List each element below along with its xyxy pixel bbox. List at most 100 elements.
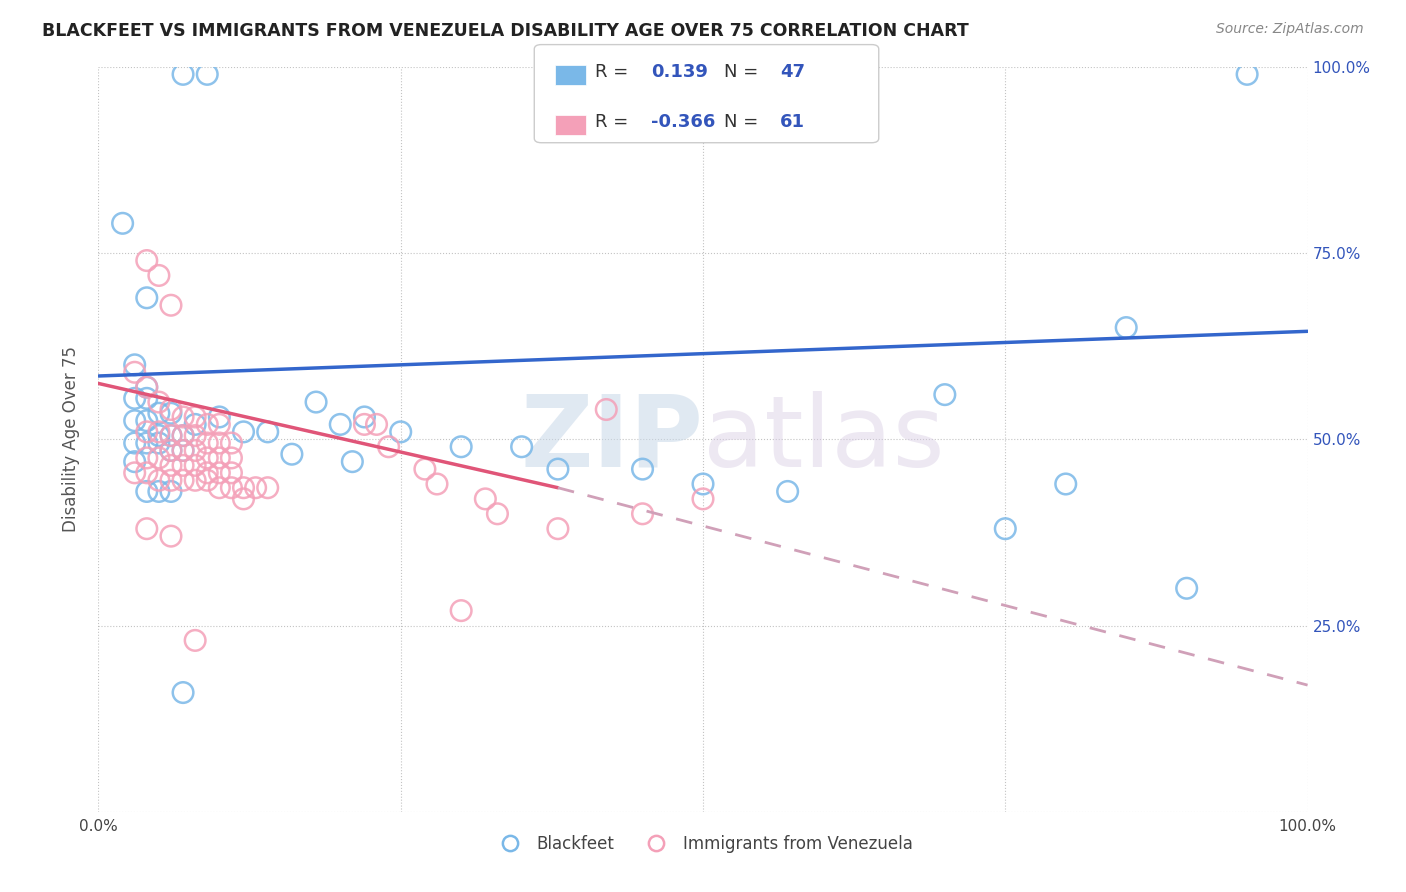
Point	[135, 425, 157, 439]
Point	[232, 425, 254, 439]
Text: -0.366: -0.366	[651, 113, 716, 131]
Point	[631, 462, 654, 476]
Point	[148, 395, 170, 409]
Point	[450, 440, 472, 454]
Point	[221, 436, 243, 450]
Point	[1236, 67, 1258, 81]
Point	[160, 458, 183, 473]
Point	[413, 462, 436, 476]
Point	[148, 473, 170, 487]
Point	[281, 447, 304, 461]
Point	[208, 417, 231, 432]
Point	[148, 406, 170, 420]
Point	[994, 522, 1017, 536]
Point	[135, 414, 157, 428]
Legend: Blackfeet, Immigrants from Venezuela: Blackfeet, Immigrants from Venezuela	[486, 828, 920, 859]
Point	[135, 380, 157, 394]
Point	[208, 481, 231, 495]
Point	[135, 450, 157, 465]
Point	[172, 428, 194, 442]
Point	[208, 436, 231, 450]
Point	[160, 402, 183, 417]
Point	[1115, 320, 1137, 334]
Point	[195, 450, 218, 465]
Point	[547, 522, 569, 536]
Point	[160, 529, 183, 543]
Point	[160, 473, 183, 487]
Point	[148, 436, 170, 450]
Point	[135, 380, 157, 394]
Point	[450, 604, 472, 618]
Point	[342, 455, 364, 469]
Point	[160, 443, 183, 458]
Point	[366, 417, 388, 432]
Point	[135, 436, 157, 450]
Point	[124, 414, 146, 428]
Point	[160, 484, 183, 499]
Point	[184, 417, 207, 432]
Point	[124, 436, 146, 450]
Point	[124, 392, 146, 406]
Point	[631, 507, 654, 521]
Point	[184, 473, 207, 487]
Point	[353, 409, 375, 424]
Point	[124, 365, 146, 379]
Point	[135, 291, 157, 305]
Point	[160, 428, 183, 442]
Point	[256, 425, 278, 439]
Text: N =: N =	[724, 113, 763, 131]
Point	[776, 484, 799, 499]
Point	[474, 491, 496, 506]
Point	[486, 507, 509, 521]
Point	[221, 481, 243, 495]
Point	[172, 409, 194, 424]
Text: N =: N =	[724, 63, 763, 81]
Point	[256, 481, 278, 495]
Point	[232, 491, 254, 506]
Point	[426, 477, 449, 491]
Point	[547, 462, 569, 476]
Point	[1175, 582, 1198, 596]
Point	[160, 428, 183, 442]
Text: 61: 61	[780, 113, 806, 131]
Point	[329, 417, 352, 432]
Point	[195, 466, 218, 480]
Point	[172, 443, 194, 458]
Point	[195, 67, 218, 81]
Point	[148, 450, 170, 465]
Point	[135, 484, 157, 499]
Point	[172, 428, 194, 442]
Point	[195, 436, 218, 450]
Point	[135, 392, 157, 406]
Point	[124, 455, 146, 469]
Point	[148, 428, 170, 442]
Text: Source: ZipAtlas.com: Source: ZipAtlas.com	[1216, 22, 1364, 37]
Text: 47: 47	[780, 63, 806, 81]
Point	[510, 440, 533, 454]
Text: BLACKFEET VS IMMIGRANTS FROM VENEZUELA DISABILITY AGE OVER 75 CORRELATION CHART: BLACKFEET VS IMMIGRANTS FROM VENEZUELA D…	[42, 22, 969, 40]
Text: R =: R =	[595, 63, 634, 81]
Text: ZIP: ZIP	[520, 391, 703, 488]
Point	[221, 466, 243, 480]
Point	[208, 466, 231, 480]
Point	[148, 425, 170, 439]
Point	[595, 402, 617, 417]
Point	[160, 443, 183, 458]
Point	[221, 450, 243, 465]
Point	[184, 443, 207, 458]
Point	[305, 395, 328, 409]
Point	[353, 417, 375, 432]
Point	[135, 253, 157, 268]
Text: atlas: atlas	[703, 391, 945, 488]
Point	[124, 466, 146, 480]
Point	[184, 428, 207, 442]
Point	[160, 406, 183, 420]
Point	[148, 268, 170, 283]
Point	[232, 481, 254, 495]
Point	[148, 484, 170, 499]
Point	[172, 67, 194, 81]
Point	[111, 216, 134, 230]
Y-axis label: Disability Age Over 75: Disability Age Over 75	[62, 346, 80, 533]
Point	[135, 522, 157, 536]
Point	[184, 409, 207, 424]
